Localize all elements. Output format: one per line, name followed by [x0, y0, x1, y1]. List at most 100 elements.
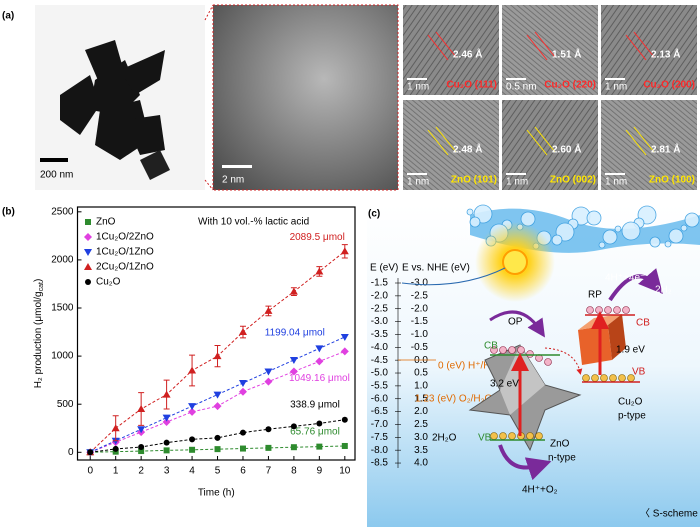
energy-tick: -2.0: [371, 291, 389, 302]
electron: [604, 306, 612, 314]
electron: [508, 346, 516, 354]
scale-label: 0.5 nm: [506, 82, 537, 93]
x-tick-label: 8: [291, 466, 297, 477]
scheme-label: 4H⁺+4e⁻: [605, 273, 645, 284]
x-axis-label: Time (h): [198, 488, 235, 499]
data-point: [214, 446, 221, 453]
scheme-label: 3.2 eV: [490, 379, 519, 390]
scale-bar: [40, 158, 68, 162]
plot-frame: [76, 206, 356, 461]
fit-line: [90, 419, 345, 453]
data-point: [316, 420, 323, 427]
legend-label: Cu₂O: [96, 277, 121, 288]
fringe-marker: [633, 31, 655, 58]
scheme-label: 〈 S-scheme 〉: [640, 508, 700, 520]
data-point: [188, 403, 197, 411]
axis-header: E (eV): [370, 263, 398, 274]
data-point: [162, 390, 171, 398]
fringe-marker: [435, 126, 457, 153]
data-point: [163, 447, 170, 454]
nhe-tick: -2.0: [411, 303, 429, 314]
zoom-line: [204, 179, 214, 191]
scheme-label: OP: [508, 317, 523, 328]
data-point: [264, 377, 273, 386]
legend-marker: [84, 233, 92, 241]
value-label: 2089.5 μmol: [290, 232, 345, 243]
nhe-tick: -0.5: [411, 342, 429, 353]
y-tick-label: 500: [57, 399, 74, 410]
bubble: [469, 216, 481, 228]
fringe-marker: [534, 126, 556, 153]
data-point: [138, 448, 145, 455]
data-point: [162, 418, 171, 427]
y-tick-label: 2000: [51, 255, 74, 266]
hole: [600, 374, 608, 382]
energy-tick: -1.5: [371, 278, 389, 289]
hole: [609, 374, 617, 382]
redox-level: 0 (eV) H⁺/H₂: [438, 361, 495, 372]
bubble: [466, 208, 474, 216]
x-tick-label: 2: [138, 466, 144, 477]
fringe-marker: [435, 31, 457, 58]
data-point: [188, 407, 197, 416]
data-point: [162, 414, 171, 422]
data-point: [289, 367, 298, 376]
bubble: [668, 228, 684, 244]
electron: [544, 358, 552, 366]
electron: [499, 346, 507, 354]
electron: [526, 350, 534, 358]
scale-bar: [506, 173, 526, 175]
energy-tick: -3.5: [371, 329, 389, 340]
d-spacing: 2.13 Å: [651, 48, 680, 61]
fringe-marker: [526, 34, 548, 61]
data-point: [341, 442, 348, 449]
redox-level: 1.23 (eV) O₂/H₂O: [415, 394, 492, 405]
y-tick-label: 1000: [51, 351, 74, 362]
scheme-label: 2H₂: [655, 285, 672, 296]
scheme-label: ZnO: [550, 439, 570, 450]
hrtem-image: [213, 5, 398, 190]
particle: [125, 115, 165, 155]
scale-bar: [407, 78, 427, 80]
data-point: [238, 328, 247, 336]
fringe-marker: [427, 34, 449, 61]
bubble: [684, 212, 700, 228]
energy-tick: -4.5: [371, 355, 389, 366]
data-point: [289, 287, 298, 295]
nhe-tick: 4.0: [414, 458, 428, 469]
bubble: [551, 234, 563, 246]
scheme-label: RP: [588, 290, 602, 301]
legend-marker: [84, 263, 92, 270]
scheme-label: 1.9 eV: [616, 345, 645, 356]
data-point: [340, 347, 349, 356]
data-point: [316, 443, 323, 450]
x-tick-label: 4: [189, 466, 195, 477]
data-point: [315, 357, 324, 366]
data-point: [137, 426, 146, 434]
op-arrow: [489, 310, 545, 338]
annotation: With 10 vol.-% lactic acid: [198, 217, 309, 228]
nhe-tick: 3.0: [414, 432, 428, 443]
x-tick-label: 9: [317, 466, 323, 477]
data-point: [87, 449, 94, 456]
x-tick-label: 5: [215, 466, 221, 477]
bubble: [586, 210, 602, 226]
lattice-plane: ZnO (100): [649, 175, 695, 186]
y-label-main: H₂ production (μmol/g: [33, 291, 44, 388]
electron: [595, 306, 603, 314]
nhe-tick: -2.5: [411, 291, 429, 302]
d-spacing: 2.46 Å: [453, 48, 482, 61]
data-point: [340, 247, 349, 255]
hole: [618, 374, 626, 382]
scheme-label: 2H₂O: [432, 433, 457, 444]
scale-bar: [605, 173, 625, 175]
energy-tick: -6.5: [371, 406, 389, 417]
electron: [586, 306, 594, 314]
y-label-sub: cat: [38, 282, 45, 291]
zoom-line: [204, 4, 214, 21]
electron: [613, 306, 621, 314]
d-spacing: 2.48 Å: [453, 143, 482, 156]
scheme-label: Cu₂O: [618, 397, 643, 408]
hole: [499, 432, 507, 440]
